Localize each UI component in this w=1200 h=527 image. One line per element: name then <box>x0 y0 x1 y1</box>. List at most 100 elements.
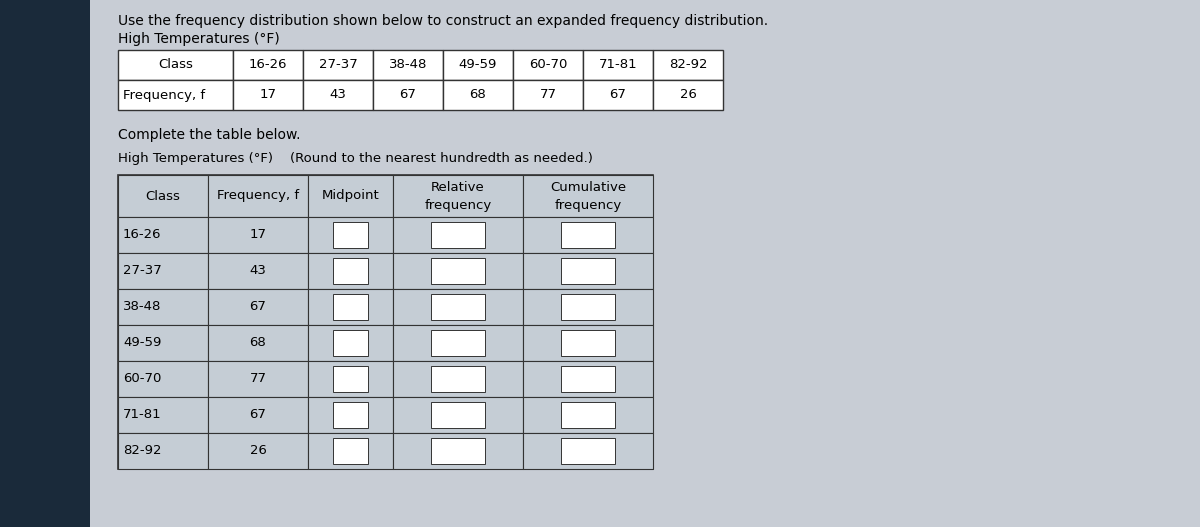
Bar <box>373 50 443 80</box>
Text: 71-81: 71-81 <box>599 58 637 72</box>
Bar <box>431 438 485 464</box>
Bar <box>118 397 208 433</box>
Text: 77: 77 <box>540 89 557 102</box>
Bar <box>560 258 616 284</box>
Text: 26: 26 <box>250 444 266 457</box>
Text: 67: 67 <box>250 408 266 422</box>
Bar <box>394 175 523 217</box>
Bar <box>431 366 485 392</box>
Bar <box>560 366 616 392</box>
Bar <box>118 289 208 325</box>
Text: 27-37: 27-37 <box>124 265 162 278</box>
Bar <box>233 80 302 110</box>
Bar <box>332 366 368 392</box>
Text: 16-26: 16-26 <box>248 58 287 72</box>
Bar <box>308 361 394 397</box>
Bar <box>560 438 616 464</box>
Bar <box>308 433 394 469</box>
Bar <box>653 50 722 80</box>
Text: 43: 43 <box>330 89 347 102</box>
Bar <box>523 175 653 217</box>
Bar <box>118 433 208 469</box>
Text: 68: 68 <box>469 89 486 102</box>
Bar <box>308 175 394 217</box>
Bar <box>118 175 208 217</box>
Bar <box>233 50 302 80</box>
Text: 17: 17 <box>259 89 276 102</box>
Bar <box>523 253 653 289</box>
Bar <box>208 289 308 325</box>
Text: Frequency, f: Frequency, f <box>217 190 299 202</box>
Bar <box>431 295 485 319</box>
Bar <box>523 361 653 397</box>
Bar <box>431 403 485 427</box>
Text: 67: 67 <box>250 300 266 314</box>
Bar <box>394 433 523 469</box>
Bar <box>308 289 394 325</box>
Bar <box>302 80 373 110</box>
Bar <box>308 217 394 253</box>
Text: Frequency, f: Frequency, f <box>124 89 205 102</box>
Text: 16-26: 16-26 <box>124 229 162 241</box>
Bar <box>118 253 208 289</box>
Text: 60-70: 60-70 <box>124 373 161 385</box>
Bar <box>431 330 485 356</box>
Text: 26: 26 <box>679 89 696 102</box>
Bar <box>583 50 653 80</box>
Bar <box>653 80 722 110</box>
Bar <box>373 80 443 110</box>
Bar <box>118 361 208 397</box>
Bar <box>443 80 514 110</box>
Bar <box>332 295 368 319</box>
Bar <box>394 397 523 433</box>
Bar <box>208 361 308 397</box>
Text: Cumulative: Cumulative <box>550 181 626 194</box>
Bar <box>583 80 653 110</box>
Bar <box>560 222 616 248</box>
Bar <box>208 325 308 361</box>
Text: 82-92: 82-92 <box>124 444 162 457</box>
Text: frequency: frequency <box>554 199 622 212</box>
Bar <box>118 175 653 469</box>
Bar <box>394 325 523 361</box>
Bar <box>523 289 653 325</box>
Text: Complete the table below.: Complete the table below. <box>118 128 300 142</box>
Bar <box>523 217 653 253</box>
Bar <box>302 50 373 80</box>
Text: Midpoint: Midpoint <box>322 190 379 202</box>
Bar <box>308 325 394 361</box>
Bar <box>332 222 368 248</box>
Bar <box>308 253 394 289</box>
Bar <box>118 325 208 361</box>
Bar <box>118 50 233 80</box>
Text: 38-48: 38-48 <box>124 300 161 314</box>
Text: 60-70: 60-70 <box>529 58 568 72</box>
Bar <box>560 403 616 427</box>
Text: 49-59: 49-59 <box>458 58 497 72</box>
Bar <box>332 330 368 356</box>
Text: 68: 68 <box>250 337 266 349</box>
Text: 17: 17 <box>250 229 266 241</box>
Bar <box>394 361 523 397</box>
Bar <box>514 80 583 110</box>
Text: 38-48: 38-48 <box>389 58 427 72</box>
Bar <box>523 397 653 433</box>
Bar <box>394 289 523 325</box>
Bar <box>308 397 394 433</box>
Text: Relative: Relative <box>431 181 485 194</box>
Bar <box>523 433 653 469</box>
Text: Class: Class <box>145 190 180 202</box>
Bar <box>208 175 308 217</box>
Text: 43: 43 <box>250 265 266 278</box>
Bar <box>514 50 583 80</box>
Bar <box>332 403 368 427</box>
Text: 49-59: 49-59 <box>124 337 161 349</box>
Bar <box>394 253 523 289</box>
Bar <box>118 217 208 253</box>
Bar <box>560 295 616 319</box>
Text: 82-92: 82-92 <box>668 58 707 72</box>
Text: Class: Class <box>158 58 193 72</box>
Bar <box>443 50 514 80</box>
Bar <box>332 438 368 464</box>
Bar <box>208 253 308 289</box>
